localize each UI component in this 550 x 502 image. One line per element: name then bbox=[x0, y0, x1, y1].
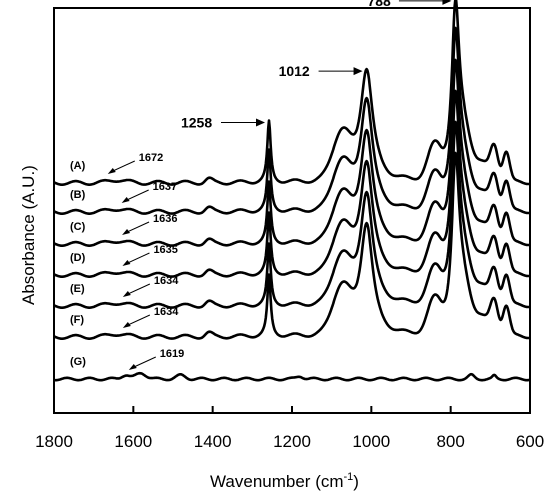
annotation-arrow bbox=[124, 221, 150, 234]
annotation-arrowhead bbox=[122, 229, 131, 235]
x-tick-label: 1800 bbox=[35, 432, 73, 451]
x-tick-label: 1000 bbox=[352, 432, 390, 451]
peak-label: 1012 bbox=[279, 63, 310, 79]
annotation-arrow bbox=[125, 252, 150, 265]
spectrum-line bbox=[53, 0, 531, 186]
x-tick-label: 1600 bbox=[114, 432, 152, 451]
annotation-arrowhead bbox=[107, 168, 116, 174]
series-label: (F) bbox=[70, 314, 84, 326]
spectrum-line bbox=[53, 58, 531, 247]
annotation-label: 1672 bbox=[139, 152, 163, 164]
annotation-arrowhead bbox=[121, 197, 130, 203]
x-tick-label: 800 bbox=[436, 432, 464, 451]
peak-label: 788 bbox=[367, 0, 391, 9]
annotation-label: 1635 bbox=[153, 244, 177, 256]
annotation-arrow bbox=[125, 314, 151, 327]
spectrum-line bbox=[53, 120, 531, 309]
spectrum-line bbox=[53, 371, 531, 382]
plot-layer: (A) 1672 (B) 1637 (C) 1636 (D) 1635 (E) 1634 (F) 16… bbox=[53, 0, 531, 382]
annotation-arrowhead bbox=[128, 364, 137, 370]
x-axis: 1800 1600 1400 1200 1000 800 600 bbox=[35, 406, 544, 451]
series-label: (D) bbox=[70, 252, 86, 264]
spectrum-line bbox=[53, 151, 531, 340]
annotation-arrowhead bbox=[122, 260, 131, 266]
x-axis-label-close: ) bbox=[353, 472, 359, 491]
annotation-arrow bbox=[131, 356, 157, 369]
y-axis-label: Absorbance (A.U.) bbox=[19, 165, 38, 305]
peak-arrowhead bbox=[255, 118, 265, 127]
peak-arrowhead bbox=[442, 0, 452, 5]
peak-arrowhead bbox=[353, 67, 363, 76]
annotation-arrow bbox=[124, 189, 149, 202]
annotation-label: 1634 bbox=[154, 275, 179, 287]
annotation-arrowhead bbox=[122, 322, 131, 328]
annotation-arrowhead bbox=[122, 291, 131, 297]
spectrum-line bbox=[53, 26, 531, 215]
x-axis-label: Wavenumber (cm-1) bbox=[210, 471, 359, 491]
x-tick-label: 600 bbox=[516, 432, 544, 451]
annotation-arrow bbox=[110, 160, 135, 173]
annotation-arrow bbox=[125, 283, 151, 296]
annotation-label: 1634 bbox=[154, 306, 179, 318]
series-label: (A) bbox=[70, 160, 86, 172]
series-label: (G) bbox=[70, 356, 86, 368]
annotation-label: 1619 bbox=[160, 348, 184, 360]
x-tick-label: 1400 bbox=[194, 432, 232, 451]
peak-label: 1258 bbox=[181, 115, 212, 131]
series-label: (C) bbox=[70, 221, 86, 233]
series-label: (E) bbox=[70, 283, 85, 295]
spectrum-line bbox=[53, 89, 531, 278]
series-label: (B) bbox=[70, 189, 86, 201]
x-axis-label-sup: -1 bbox=[344, 471, 354, 483]
annotation-label: 1637 bbox=[153, 181, 177, 193]
x-axis-label-main: Wavenumber (cm bbox=[210, 472, 344, 491]
x-tick-label: 1200 bbox=[273, 432, 311, 451]
annotation-label: 1636 bbox=[153, 213, 177, 225]
